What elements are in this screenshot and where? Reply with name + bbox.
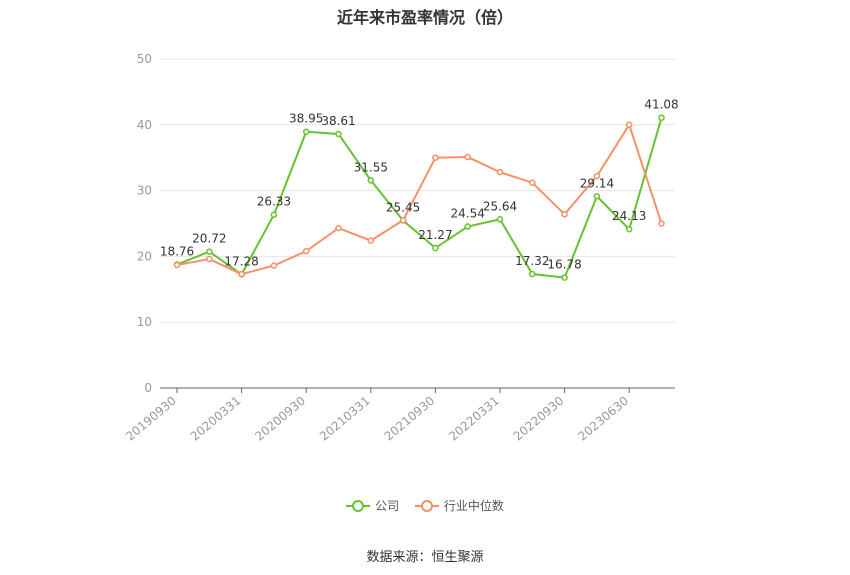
legend-item-company[interactable]: 公司 bbox=[346, 497, 399, 514]
data-point bbox=[304, 249, 309, 254]
data-label: 24.54 bbox=[451, 207, 485, 221]
legend-item-industry-median[interactable]: 行业中位数 bbox=[415, 497, 504, 514]
data-label: 24.13 bbox=[612, 209, 646, 223]
data-point bbox=[562, 212, 567, 217]
x-tick-label: 20190930 bbox=[123, 394, 179, 444]
data-point bbox=[530, 180, 535, 185]
data-label: 16.78 bbox=[547, 258, 581, 272]
data-point bbox=[498, 170, 503, 175]
data-point bbox=[498, 217, 503, 222]
data-point bbox=[304, 129, 309, 134]
legend-label-company: 公司 bbox=[375, 497, 399, 514]
data-point bbox=[659, 115, 664, 120]
data-label: 29.14 bbox=[580, 176, 614, 190]
data-label: 17.28 bbox=[224, 254, 258, 268]
data-point bbox=[530, 272, 535, 277]
data-point bbox=[336, 131, 341, 136]
data-point bbox=[465, 224, 470, 229]
data-label: 38.61 bbox=[321, 114, 355, 128]
data-point bbox=[659, 221, 664, 226]
data-point bbox=[271, 263, 276, 268]
data-point bbox=[433, 246, 438, 251]
data-point bbox=[207, 257, 212, 262]
data-point bbox=[433, 155, 438, 160]
x-tick-label: 20200930 bbox=[252, 394, 308, 444]
y-tick-label: 50 bbox=[137, 52, 152, 66]
data-label: 38.95 bbox=[289, 112, 323, 126]
x-tick-label: 20200331 bbox=[188, 394, 244, 444]
data-label: 26.33 bbox=[257, 195, 291, 209]
legend: 公司 行业中位数 bbox=[0, 497, 850, 515]
legend-swatch-industry-median bbox=[415, 500, 439, 512]
data-point bbox=[239, 272, 244, 277]
data-point bbox=[627, 227, 632, 232]
data-point bbox=[336, 226, 341, 231]
x-tick-label: 20230630 bbox=[575, 394, 631, 444]
data-point bbox=[401, 218, 406, 223]
data-source: 数据来源：恒生聚源 bbox=[0, 546, 850, 565]
data-label: 41.08 bbox=[644, 98, 678, 112]
data-point bbox=[368, 238, 373, 243]
y-tick-label: 20 bbox=[137, 249, 152, 263]
data-label: 17.32 bbox=[515, 254, 549, 268]
data-label: 25.45 bbox=[386, 201, 420, 215]
y-tick-label: 40 bbox=[137, 118, 152, 132]
y-tick-label: 0 bbox=[144, 381, 152, 395]
data-point bbox=[368, 178, 373, 183]
data-point bbox=[627, 122, 632, 127]
x-tick-label: 20220331 bbox=[446, 394, 502, 444]
x-tick-label: 20220930 bbox=[511, 394, 567, 444]
data-point bbox=[465, 155, 470, 160]
x-tick-label: 20210331 bbox=[317, 394, 373, 444]
data-point bbox=[207, 249, 212, 254]
data-point bbox=[562, 275, 567, 280]
data-label: 18.76 bbox=[160, 245, 194, 259]
legend-swatch-company bbox=[346, 500, 370, 512]
data-point bbox=[594, 194, 599, 199]
y-tick-label: 30 bbox=[137, 184, 152, 198]
data-label: 31.55 bbox=[354, 160, 388, 174]
x-tick-label: 20210930 bbox=[382, 394, 438, 444]
industry-median-line bbox=[177, 125, 662, 274]
data-point bbox=[271, 212, 276, 217]
legend-label-industry-median: 行业中位数 bbox=[444, 497, 504, 514]
data-point bbox=[175, 262, 180, 267]
data-label: 21.27 bbox=[418, 228, 452, 242]
data-label: 20.72 bbox=[192, 232, 226, 246]
y-tick-label: 10 bbox=[137, 315, 152, 329]
data-label: 25.64 bbox=[483, 199, 517, 213]
